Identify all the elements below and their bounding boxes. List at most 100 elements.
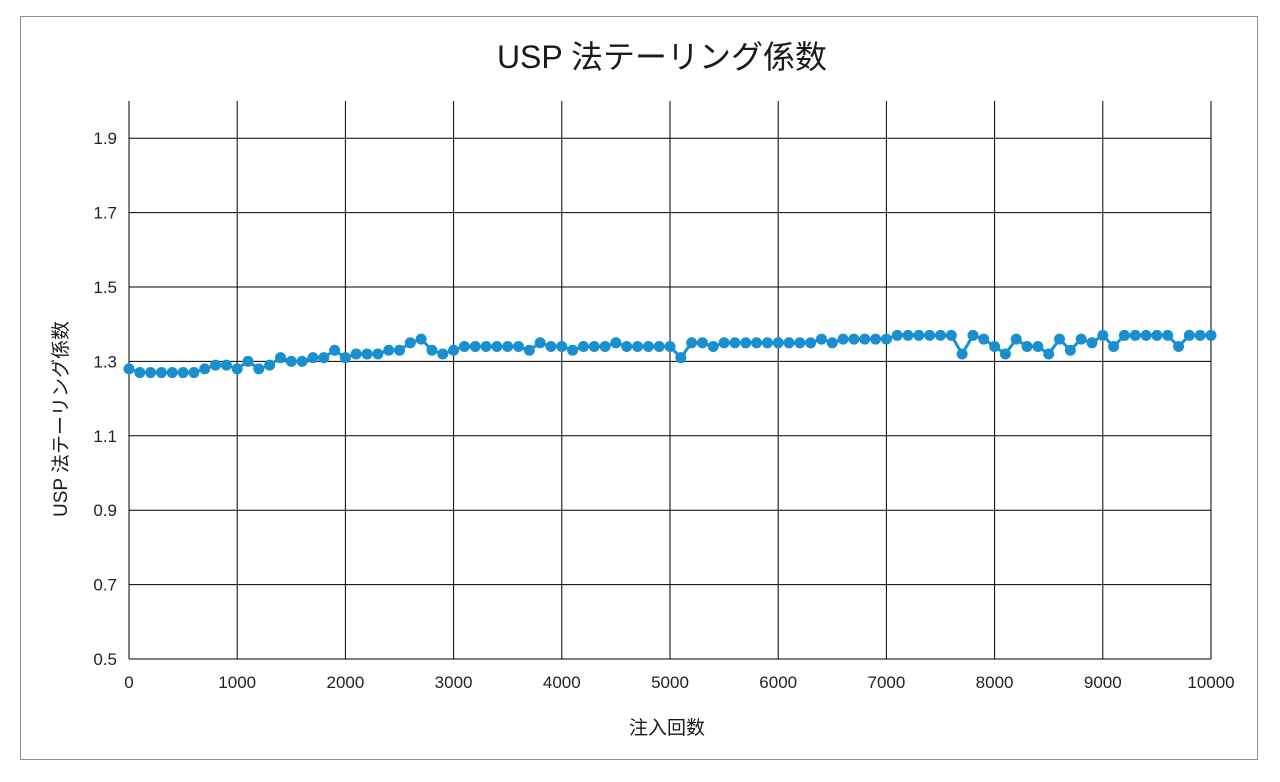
data-point — [1054, 333, 1066, 345]
data-point — [761, 337, 773, 349]
x-tick-labels: 0 1000 2000 3000 4000 5000 6000 7000 8000 9000 100… — [124, 673, 1234, 692]
data-point — [372, 348, 384, 360]
data-point — [837, 333, 849, 345]
data-point — [935, 329, 946, 341]
data-point — [621, 341, 633, 353]
chart-frame: 0 1000 2000 3000 4000 5000 6000 7000 8000 9000 100… — [20, 16, 1258, 760]
data-point — [664, 341, 676, 353]
data-point — [826, 337, 838, 349]
data-point — [469, 341, 481, 353]
data-point — [502, 341, 514, 353]
data-point — [296, 355, 308, 367]
data-point — [599, 341, 611, 353]
data-point — [610, 337, 622, 349]
data-point — [577, 341, 589, 353]
y-tick-label: 0.5 — [93, 650, 117, 669]
data-point — [231, 363, 243, 375]
data-point — [567, 344, 579, 356]
data-point — [1194, 329, 1206, 341]
x-tick-label: 6000 — [759, 673, 797, 692]
data-point — [448, 344, 460, 356]
data-point — [1129, 329, 1141, 341]
data-point — [1151, 329, 1163, 341]
x-tick-label: 3000 — [435, 673, 473, 692]
data-point — [1183, 329, 1195, 341]
x-tick-label: 7000 — [867, 673, 905, 692]
data-point — [329, 344, 341, 356]
data-point — [783, 337, 795, 349]
data-point — [1086, 337, 1098, 349]
data-point — [696, 337, 708, 349]
data-point — [707, 341, 719, 353]
data-point — [545, 341, 557, 353]
data-point — [188, 367, 200, 379]
data-point — [848, 333, 860, 345]
data-point — [134, 367, 146, 379]
data-point — [978, 333, 990, 345]
data-point — [815, 333, 827, 345]
x-tick-label: 2000 — [326, 673, 364, 692]
x-tick-label: 4000 — [543, 673, 581, 692]
y-tick-label: 1.3 — [93, 352, 117, 371]
data-point — [491, 341, 503, 353]
data-point — [523, 344, 535, 356]
chart-canvas: 0 1000 2000 3000 4000 5000 6000 7000 8000 9000 100… — [50, 39, 1235, 739]
data-point — [1010, 333, 1022, 345]
data-point — [1118, 329, 1130, 341]
data-point — [426, 344, 438, 356]
y-tick-label: 1.7 — [93, 204, 117, 223]
data-point — [383, 344, 395, 356]
data-point — [220, 359, 232, 371]
data-point — [350, 348, 362, 360]
data-point — [264, 359, 276, 371]
y-tick-label: 1.9 — [93, 129, 117, 148]
data-point — [1140, 329, 1152, 341]
data-point — [253, 363, 265, 375]
data-point — [729, 337, 741, 349]
data-point — [1021, 341, 1033, 353]
data-point — [285, 355, 297, 367]
x-tick-label: 5000 — [651, 673, 689, 692]
data-point — [686, 337, 698, 349]
data-point — [394, 344, 405, 356]
data-point — [1032, 341, 1044, 353]
data-point — [155, 367, 167, 379]
data-point — [772, 337, 784, 349]
data-point — [145, 367, 157, 379]
data-point — [1162, 329, 1174, 341]
data-point — [1173, 341, 1185, 353]
data-point — [1064, 344, 1076, 356]
chart-title: USP 法テーリング係数 — [497, 39, 827, 75]
data-point — [675, 352, 687, 364]
x-tick-label: 10000 — [1187, 673, 1234, 692]
data-point — [924, 329, 936, 341]
data-point — [1075, 333, 1087, 345]
x-tick-label: 8000 — [976, 673, 1014, 692]
data-point — [1043, 348, 1055, 360]
data-point — [632, 341, 644, 353]
grid — [128, 101, 1212, 660]
data-point — [956, 348, 968, 360]
data-point — [318, 352, 330, 364]
data-point — [891, 329, 903, 341]
data-point — [945, 329, 957, 341]
data-point — [870, 333, 882, 345]
x-tick-label: 0 — [124, 673, 133, 692]
data-point — [177, 367, 189, 379]
data-point — [534, 337, 546, 349]
data-point — [166, 367, 178, 379]
y-axis-label: USP 法テーリング係数 — [50, 321, 72, 517]
data-point — [458, 341, 470, 353]
data-point — [989, 341, 1001, 353]
data-point — [805, 337, 817, 349]
data-point — [653, 341, 665, 353]
data-point — [339, 352, 351, 364]
data-point — [210, 359, 222, 371]
data-point — [556, 341, 568, 353]
data-series — [123, 329, 1217, 379]
data-point — [880, 333, 892, 345]
data-point — [642, 341, 654, 353]
data-point — [859, 333, 871, 345]
data-point — [1097, 329, 1109, 341]
data-point — [794, 337, 806, 349]
